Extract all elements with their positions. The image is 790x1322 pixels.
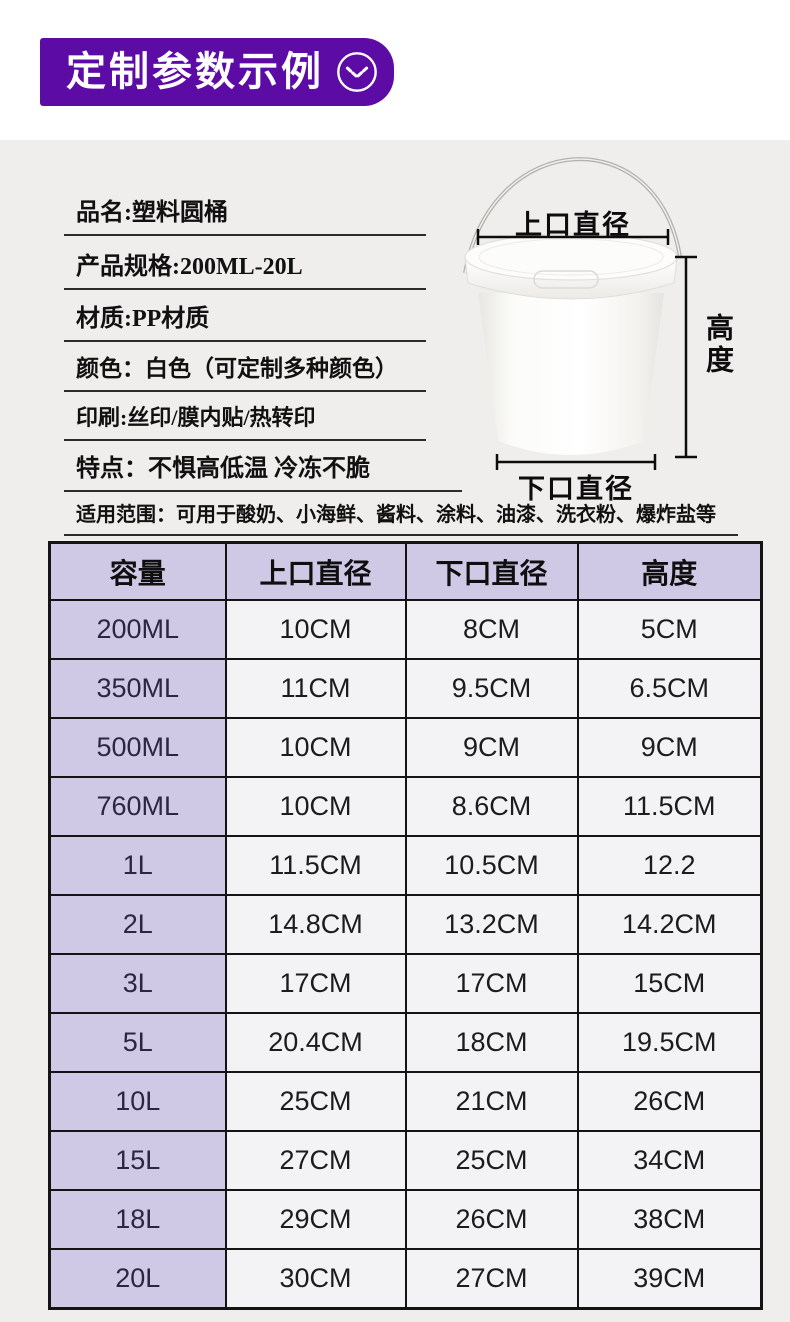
header-top-diameter: 上口直径 [224,541,407,601]
cell-bottom-diameter: 27CM [404,1248,579,1310]
cell-capacity: 2L [48,894,227,955]
cell-height: 5CM [576,599,763,660]
cell-bottom-diameter: 18CM [404,1012,579,1073]
top-diameter-dim-line [476,229,670,245]
cell-top-diameter: 14.8CM [224,894,407,955]
table-row: 3L 17CM 17CM 15CM [48,953,763,1014]
table-row: 760ML 10CM 8.6CM 11.5CM [48,776,763,837]
lid-grip-detail [533,270,599,289]
cell-capacity: 20L [48,1248,227,1310]
cell-capacity: 760ML [48,776,227,837]
cell-top-diameter: 17CM [224,953,407,1014]
cell-top-diameter: 11CM [224,658,407,719]
cell-bottom-diameter: 9CM [404,717,579,778]
cell-capacity: 3L [48,953,227,1014]
height-label: 高度 [703,313,734,377]
cell-capacity: 18L [48,1189,227,1250]
cell-height: 26CM [576,1071,763,1132]
cell-height: 14.2CM [576,894,763,955]
detail-spec-range: 产品规格:200ML-20L [64,246,426,290]
cell-bottom-diameter: 9.5CM [404,658,579,719]
cell-capacity: 350ML [48,658,227,719]
cell-bottom-diameter: 17CM [404,953,579,1014]
cell-top-diameter: 29CM [224,1189,407,1250]
cell-height: 15CM [576,953,763,1014]
cell-top-diameter: 10CM [224,776,407,837]
detail-usage-scope: 适用范围：可用于酸奶、小海鲜、酱料、涂料、油漆、洗衣粉、爆炸盐等 [64,498,738,536]
detail-features: 特点：不惧高低温 冷冻不脆 [64,448,462,492]
cell-bottom-diameter: 26CM [404,1189,579,1250]
bucket-photo-illustration [463,157,697,470]
cell-capacity: 15L [48,1130,227,1191]
section-header-banner: 定制参数示例 [40,38,394,106]
cell-capacity: 1L [48,835,227,896]
bottom-diameter-label: 下口直径 [518,474,634,504]
cell-bottom-diameter: 8.6CM [404,776,579,837]
cell-height: 34CM [576,1130,763,1191]
detail-material: 材质:PP材质 [64,298,426,342]
cell-bottom-diameter: 8CM [404,599,579,660]
banner-title: 定制参数示例 [66,50,324,94]
cell-bottom-diameter: 13.2CM [404,894,579,955]
cell-top-diameter: 10CM [224,717,407,778]
cell-top-diameter: 10CM [224,599,407,660]
cell-capacity: 500ML [48,717,227,778]
bucket-body [478,293,664,455]
table-row: 10L 25CM 21CM 26CM [48,1071,763,1132]
detail-printing: 印刷:丝印/膜内贴/热转印 [64,400,426,441]
table-header-row: 容量 上口直径 下口直径 高度 [48,541,763,601]
cell-bottom-diameter: 21CM [404,1071,579,1132]
table-row: 350ML 11CM 9.5CM 6.5CM [48,658,763,719]
cell-height: 12.2 [576,835,763,896]
cell-top-diameter: 20.4CM [224,1012,407,1073]
header-bottom-diameter: 下口直径 [404,541,579,601]
cell-top-diameter: 25CM [224,1071,407,1132]
header-capacity: 容量 [48,541,227,601]
table-row: 5L 20.4CM 18CM 19.5CM [48,1012,763,1073]
cell-height: 38CM [576,1189,763,1250]
cell-height: 6.5CM [576,658,763,719]
cell-capacity: 200ML [48,599,227,660]
cell-height: 9CM [576,717,763,778]
table-row: 1L 11.5CM 10.5CM 12.2 [48,835,763,896]
table-row: 2L 14.8CM 13.2CM 14.2CM [48,894,763,955]
table-row: 18L 29CM 26CM 38CM [48,1189,763,1250]
cell-top-diameter: 30CM [224,1248,407,1310]
cell-top-diameter: 27CM [224,1130,407,1191]
chevron-down-circle-icon [337,52,377,92]
table-row: 500ML 10CM 9CM 9CM [48,717,763,778]
detail-color: 颜色：白色（可定制多种颜色） [64,349,426,392]
table-row: 20L 30CM 27CM 39CM [48,1248,763,1310]
spec-table: 容量 上口直径 下口直径 高度 200ML 10CM 8CM 5CM 350ML… [48,541,763,1310]
bottom-diameter-dim-line [495,454,657,470]
table-row: 200ML 10CM 8CM 5CM [48,599,763,660]
header-height: 高度 [576,541,763,601]
detail-product-name: 品名:塑料圆桶 [64,192,426,236]
cell-height: 39CM [576,1248,763,1310]
cell-bottom-diameter: 10.5CM [404,835,579,896]
cell-top-diameter: 11.5CM [224,835,407,896]
table-row: 15L 27CM 25CM 34CM [48,1130,763,1191]
cell-bottom-diameter: 25CM [404,1130,579,1191]
top-diameter-label: 上口直径 [515,210,631,240]
cell-capacity: 5L [48,1012,227,1073]
bucket-figure: 上口直径 下口直径 高度 [430,145,790,510]
height-dim-line [675,255,697,459]
cell-capacity: 10L [48,1071,227,1132]
cell-height: 11.5CM [576,776,763,837]
cell-height: 19.5CM [576,1012,763,1073]
